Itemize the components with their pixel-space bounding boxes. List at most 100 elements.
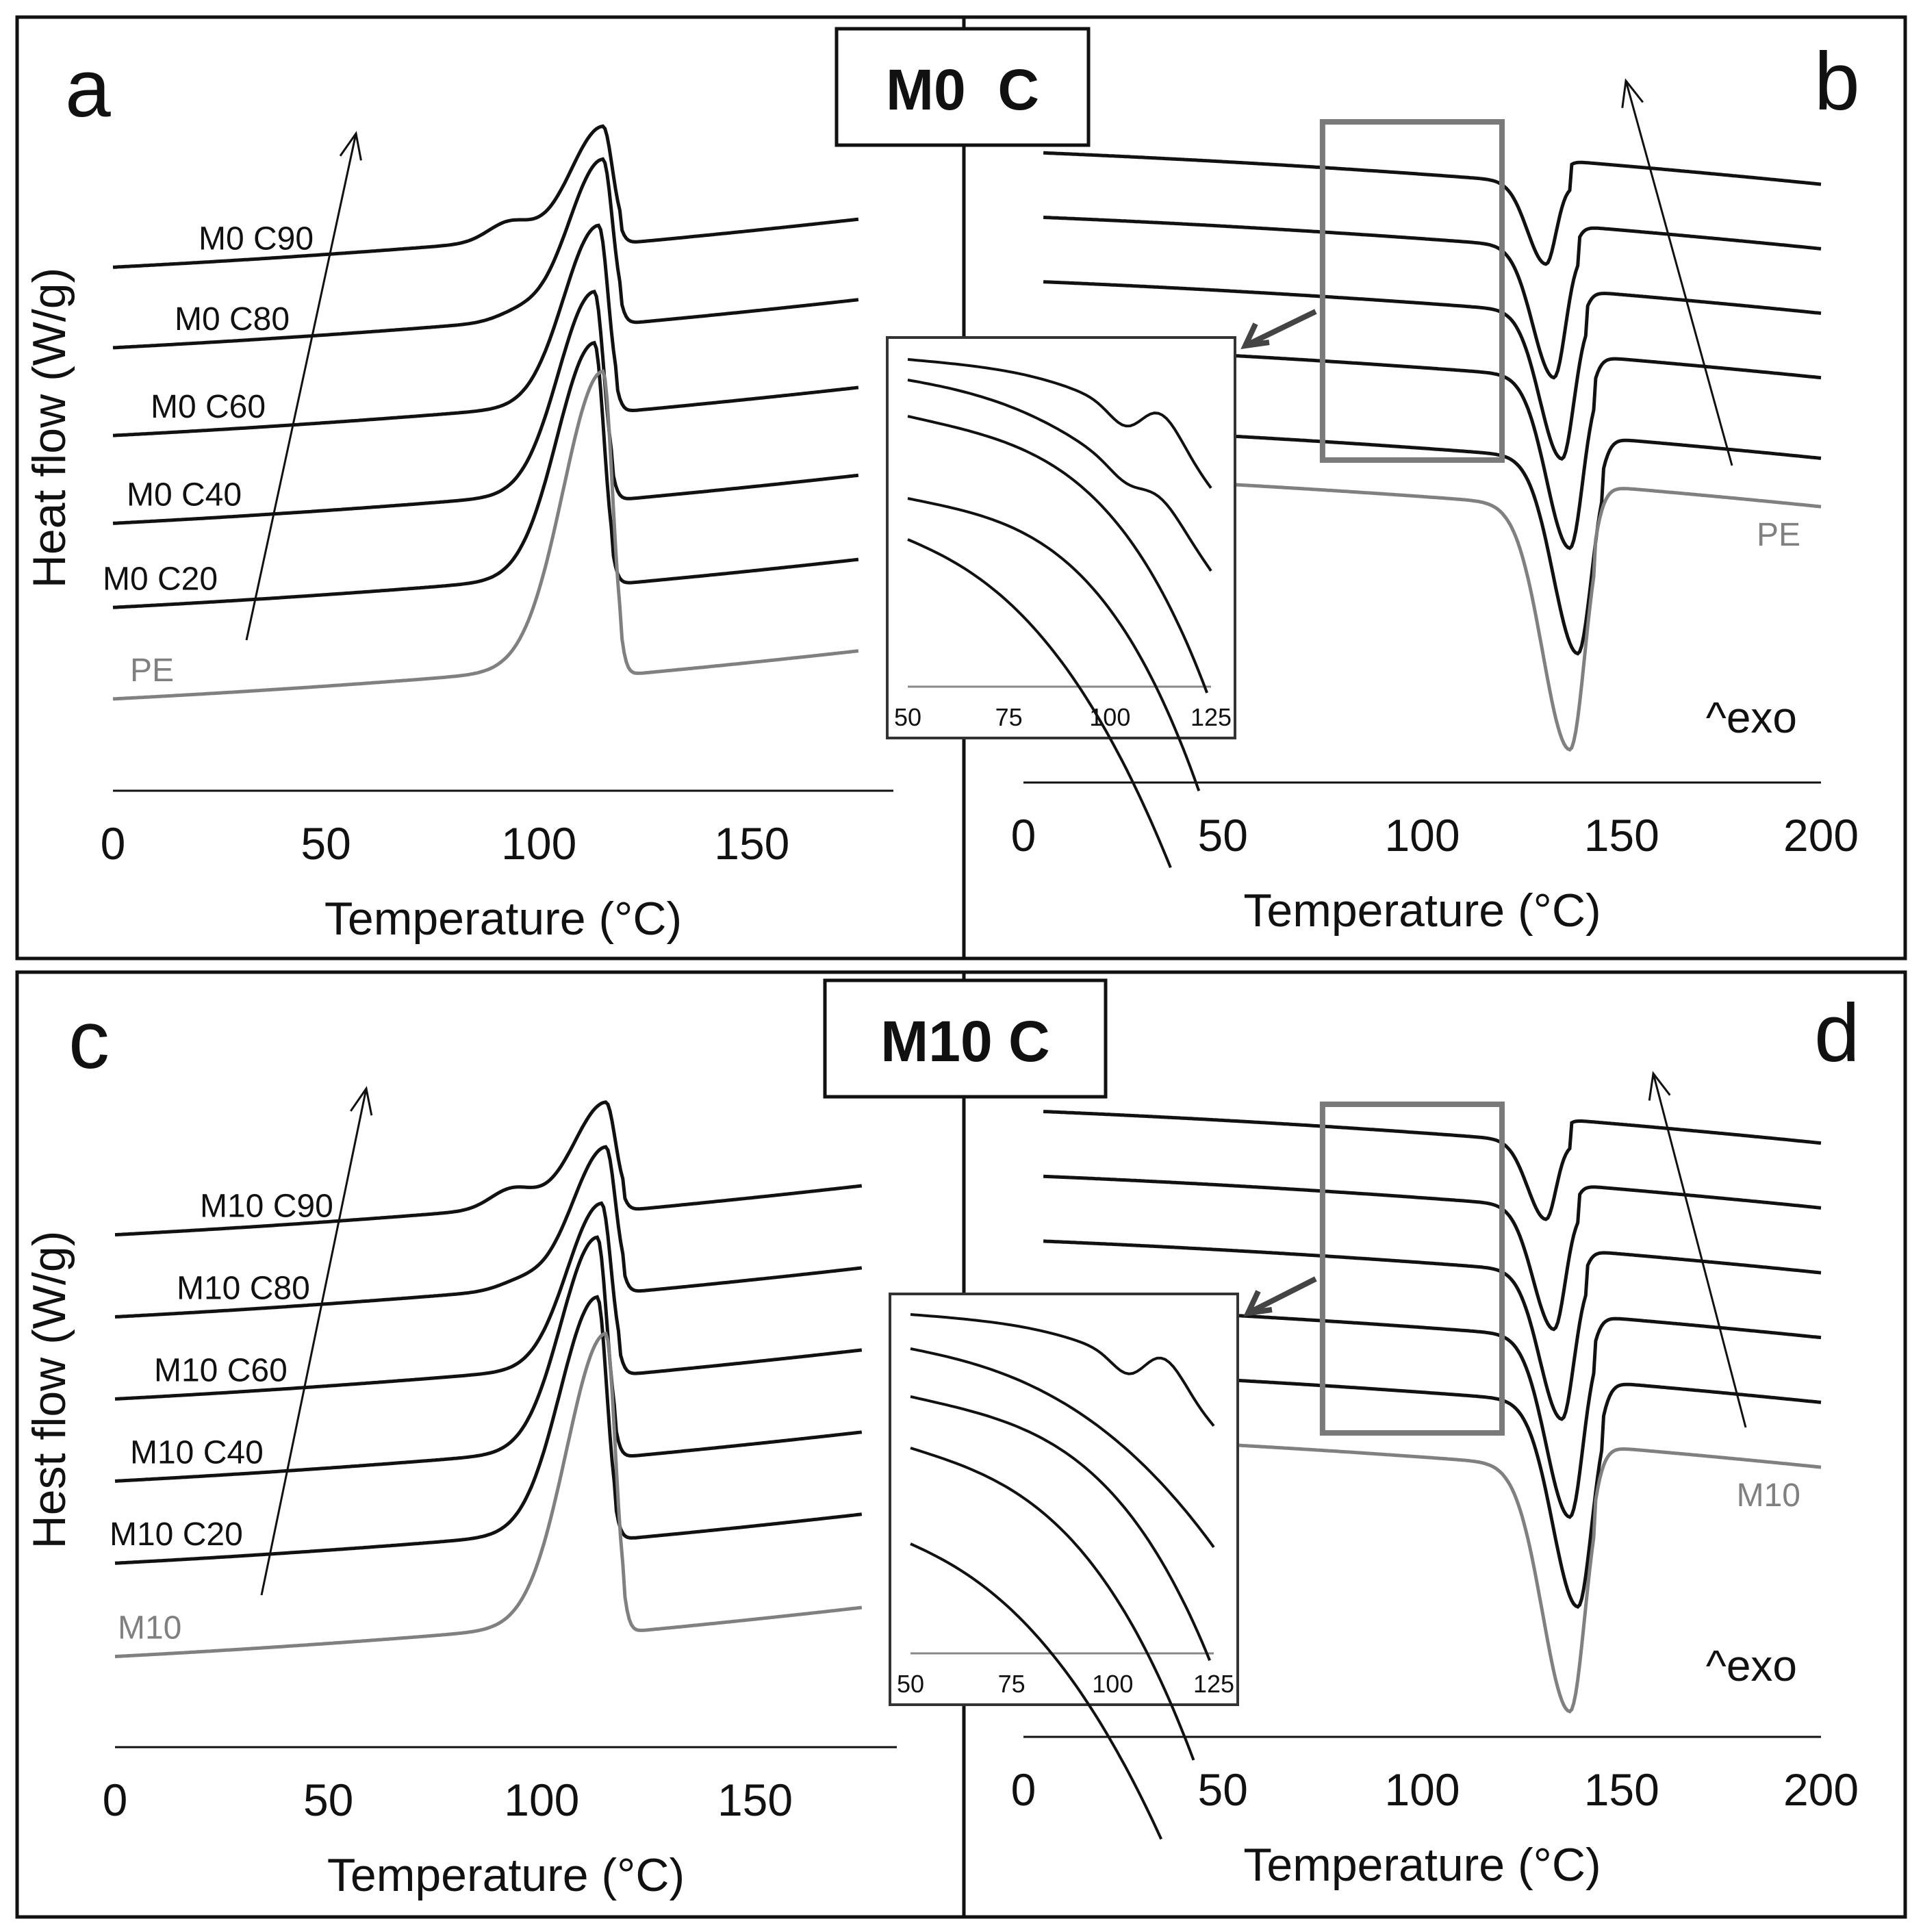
series-line — [112, 157, 859, 350]
inset-series-line — [907, 358, 1212, 489]
series-line — [114, 1100, 863, 1236]
x-axis-label: Temperature (°C) — [327, 1849, 685, 1901]
exo-annotation: ^exo — [1706, 693, 1797, 742]
series-line — [112, 289, 859, 525]
inset-tick-label: 75 — [995, 703, 1023, 731]
group-title-box-bottom — [823, 978, 1108, 1099]
panel-letter-a: a — [65, 42, 111, 134]
inset-pointer — [1247, 1276, 1317, 1316]
panel-c-cooling: 0 50 100 150 Temperature (°C) Hest flow (W/g)… — [23, 1086, 897, 1901]
x-tick-label: 150 — [717, 1775, 793, 1825]
series-line — [114, 1235, 863, 1483]
panel-b-heating: 0 50 100 150 200 Temperature (°C) PE ^exo 50 75 10… — [886, 78, 1859, 937]
x-tick-label: 50 — [303, 1775, 353, 1825]
series-label: M0 C80 — [175, 301, 290, 338]
inset-series-line — [907, 538, 1172, 869]
series-line — [112, 124, 859, 269]
x-tick-label: 100 — [504, 1775, 579, 1825]
series-label: M10 C80 — [177, 1270, 310, 1306]
series-label: PE — [1757, 517, 1800, 553]
series-line — [1043, 1110, 1822, 1221]
series-label: M10 — [118, 1610, 181, 1646]
series-line — [114, 1331, 863, 1659]
inset-tick-label: 100 — [1092, 1670, 1133, 1698]
trend-arrow — [1625, 80, 1733, 466]
series-label: M10 — [1737, 1477, 1800, 1514]
panel-a-cooling: 0 50 100 150 Temperature (°C) Heat flow (W/g)… — [23, 124, 893, 945]
inset-pointer-head — [1243, 1290, 1273, 1317]
inset-tick-label: 100 — [1089, 703, 1130, 731]
series-line — [1043, 1239, 1822, 1421]
bottom-frame — [15, 970, 1907, 1919]
x-tick-label: 200 — [1783, 1764, 1859, 1815]
inset-tick-label: 50 — [894, 703, 921, 731]
x-tick-label: 0 — [101, 818, 126, 869]
series-line — [114, 1201, 863, 1401]
trend-arrow-head — [1621, 78, 1644, 108]
x-tick-label: 150 — [1584, 1764, 1659, 1815]
inset-frame — [889, 1293, 1239, 1706]
zoom-box — [1319, 1102, 1505, 1436]
inset-series-line — [907, 379, 1212, 572]
inset-pointer — [1244, 309, 1317, 348]
x-tick-label: 50 — [1198, 1764, 1248, 1815]
y-axis-label: Heat flow (W/g) — [23, 268, 75, 589]
series-line — [1043, 280, 1822, 461]
trend-arrow-head — [350, 1086, 373, 1116]
inset-tick-label: 125 — [1193, 1670, 1234, 1698]
x-tick-label: 50 — [1198, 810, 1248, 861]
inset-pointer-head — [1240, 322, 1270, 350]
series-label: M0 C20 — [103, 561, 218, 597]
group-title-bottom: M10 C — [880, 1009, 1049, 1073]
x-axis-label: Temperature (°C) — [1243, 885, 1601, 937]
inset-tick-label: 75 — [998, 1670, 1026, 1698]
inset-series-line — [910, 1395, 1211, 1662]
inset-series-line — [907, 415, 1208, 694]
series-line — [112, 340, 859, 609]
x-axis-label: Temperature (°C) — [1243, 1839, 1601, 1891]
trend-arrow — [260, 1088, 368, 1596]
inset-series-line — [910, 1542, 1163, 1840]
x-tick-label: 0 — [103, 1775, 128, 1825]
series-label: M10 C40 — [130, 1434, 264, 1471]
trend-arrow — [1652, 1073, 1747, 1428]
series-label: M10 C20 — [110, 1516, 243, 1553]
panel-letter-d: d — [1814, 987, 1860, 1079]
panel-letter-c: c — [68, 994, 110, 1086]
series-label: M10 C60 — [154, 1352, 288, 1388]
series-label: M0 C40 — [127, 476, 242, 513]
series-line — [1043, 1174, 1822, 1332]
trend-arrow — [245, 133, 357, 641]
zoom-box — [1319, 119, 1505, 463]
x-axis-label: Temperature (°C) — [324, 893, 682, 945]
inset-series-line — [907, 497, 1201, 791]
x-tick-label: 150 — [1584, 810, 1659, 861]
inset-series-line — [910, 1313, 1215, 1427]
series-line — [114, 1145, 863, 1319]
inset-series-line — [910, 1447, 1195, 1761]
series-line — [114, 1295, 863, 1565]
series-line — [112, 369, 859, 701]
x-tick-label: 100 — [501, 818, 576, 869]
x-tick-label: 0 — [1011, 1764, 1036, 1815]
y-axis-label: Hest flow (W/g) — [23, 1231, 75, 1549]
x-tick-label: 150 — [714, 818, 789, 869]
series-line — [1043, 216, 1822, 380]
panel-letter-b: b — [1814, 36, 1860, 127]
group-title-top: M0 C — [886, 58, 1039, 122]
panel-d-heating: 0 50 100 150 200 Temperature (°C) M10 ^exo 50 75 1… — [889, 1071, 1859, 1891]
series-label: PE — [130, 652, 174, 689]
series-label: M0 C60 — [151, 389, 266, 425]
x-tick-label: 100 — [1384, 1764, 1460, 1815]
trend-arrow-head — [339, 131, 362, 161]
trend-arrow-head — [1648, 1071, 1671, 1101]
series-line — [112, 223, 859, 437]
inset-frame — [886, 336, 1236, 739]
top-frame — [15, 15, 1907, 961]
series-line — [1043, 151, 1822, 266]
inset-tick-label: 125 — [1190, 703, 1232, 731]
series-label: M0 C90 — [199, 220, 314, 257]
x-tick-label: 50 — [301, 818, 351, 869]
inset-tick-label: 50 — [897, 1670, 924, 1698]
